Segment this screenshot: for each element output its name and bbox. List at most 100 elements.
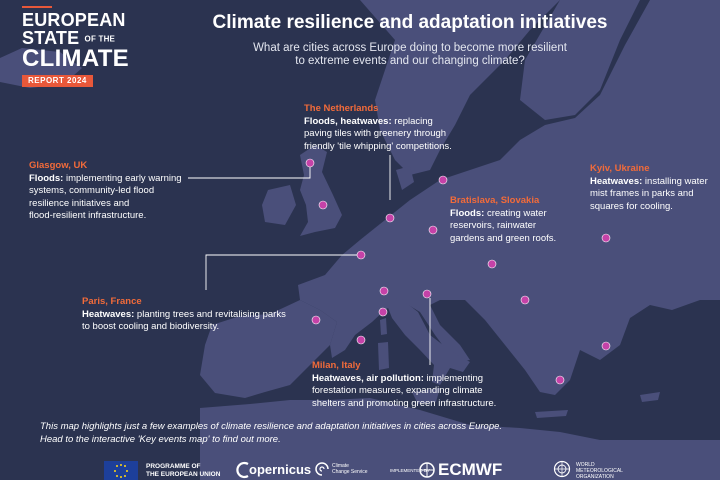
callout-text: replacing [391,115,433,127]
report-logo: EUROPEAN STATE OF THE CLIMATE REPORT 202… [22,6,129,87]
ccs-line-1: Climate [332,463,349,469]
sardinia-landmass [378,342,389,370]
marker-istanbul[interactable] [601,341,611,351]
cyprus-landmass [640,392,660,402]
wmo-line-3: ORGANIZATION [576,474,614,480]
marker-kyiv[interactable] [601,233,611,243]
callout-text: resilience initiatives and [29,197,130,209]
marker-athens[interactable] [555,375,565,385]
crete-landmass [535,410,568,418]
page-title: Climate resilience and adaptation initia… [212,12,608,33]
finland-landmass [520,0,640,120]
wmo-label: WORLD METEOROLOGICAL ORGANIZATION [576,462,623,480]
ireland-landmass [262,185,296,225]
callout-text: systems, community-led flood [29,185,155,196]
callout-netherlands: The Netherlands Floods, heatwaves: repla… [304,103,452,153]
callout-text: mist frames in parks and [590,188,694,199]
ccs-line-2: Change Service [332,469,368,475]
callout-city: Milan, Italy [312,360,361,371]
callout-milan: Milan, Italy Heatwaves, air pollution: i… [312,360,496,410]
italy-landmass [385,298,470,385]
north-africa-landmass [200,398,720,480]
wmo-line-1: WORLD [576,462,595,468]
logo-accent-bar [22,6,52,8]
wmo-line-2: METEOROLOGICAL [576,468,623,474]
marker-glasgow[interactable] [305,158,315,168]
callout-hazard: Floods, heatwaves: [304,115,392,127]
marker-belgrade[interactable] [520,295,530,305]
marker-marseille[interactable] [378,307,388,317]
callout-text: implementing [423,372,484,384]
marker-toulouse[interactable] [311,315,321,325]
footnote-line-1: This map highlights just a few examples … [40,421,503,432]
logo-line-2: STATE OF THE [22,29,129,47]
callout-text: forestation measures, expanding climate [312,385,483,396]
subtitle-line-2: to extreme events and our changing clima… [295,55,525,67]
eu-programme-label: PROGRAMME OF THE EUROPEAN UNION [146,463,220,479]
callout-text: planting trees and revitalising parks [134,308,286,320]
callout-text: installing water [642,175,708,187]
sicily-landmass [412,388,440,404]
callout-city: Glasgow, UK [29,160,88,171]
corsica-landmass [380,318,387,335]
marker-bratislava[interactable] [487,259,497,269]
partner-logos: PROGRAMME OF THE EUROPEAN UNION opernicu… [0,458,720,480]
callout-hazard: Heatwaves: [82,308,135,320]
scandinavia-landmass [360,0,560,175]
copernicus-logo: opernicus [249,462,312,477]
callout-hazard: Floods: [450,207,485,219]
callout-city: Kyiv, Ukraine [590,163,650,174]
logo-line-1: EUROPEAN [22,10,126,30]
callout-city: Paris, France [82,296,142,307]
page-subtitle: What are cities across Europe doing to b… [150,42,670,68]
callout-city: Bratislava, Slovakia [450,195,540,206]
marker-uk-south[interactable] [318,200,328,210]
marker-milan[interactable] [422,289,432,299]
footnote: This map highlights just a few examples … [40,421,540,446]
denmark-landmass [396,166,414,190]
ccs-label: Climate Change Service [332,463,368,475]
logo-state: STATE [22,28,80,48]
logo-of-the: OF THE [84,34,116,44]
marker-barcelona[interactable] [356,335,366,345]
callout-text: friendly 'tile whipping' competitions. [304,140,452,152]
callout-text: flood-resilient infrastructure. [29,210,147,221]
callout-glasgow: Glasgow, UK Floods: implementing early w… [29,160,182,223]
callout-hazard: Heatwaves, air pollution: [312,372,424,384]
marker-lyon[interactable] [379,286,389,296]
callout-text: reservoirs, rainwater [450,220,537,231]
callout-hazard: Heatwaves: [590,175,643,187]
eu-programme-line-1: PROGRAMME OF [146,463,201,470]
logo-line-3: CLIMATE [22,45,129,72]
callout-text: shelters and promoting green infrastruct… [312,397,497,409]
wmo-emblem-icon [553,460,571,478]
subtitle-line-1: What are cities across Europe doing to b… [253,42,567,54]
marker-paris[interactable] [356,250,366,260]
copernicus-c-icon [236,461,249,479]
callout-paris: Paris, France Heatwaves: planting trees … [82,296,286,334]
leader-lines [188,155,431,365]
ecmwf-logo: ECMWF [438,460,503,479]
report-badge: REPORT 2024 [22,75,93,87]
great-britain-landmass [300,145,342,236]
ccs-logo-icon [315,462,329,476]
implemented-by-label: IMPLEMENTED BY [390,468,430,473]
marker-netherlands[interactable] [385,213,395,223]
city-markers [305,158,611,385]
marker-bratislava-north[interactable] [428,225,438,235]
continent-landmass [298,0,720,395]
callout-text: gardens and green roofs. [450,232,557,244]
eu-programme-line-2: THE EUROPEAN UNION [146,471,221,478]
callout-city: The Netherlands [304,103,379,114]
iberia-landmass [200,300,337,398]
callout-hazard: Floods: [29,172,64,184]
ecmwf-icon [419,462,435,478]
callout-text: implementing early warning [63,172,182,184]
marker-copenhagen[interactable] [438,175,448,185]
callout-text: paving tiles with greenery through [304,128,447,139]
footnote-line-2: Head to the interactive 'Key events map'… [40,433,281,445]
callout-text: creating water [484,207,547,219]
callout-bratislava: Bratislava, Slovakia Floods: creating wa… [450,195,556,245]
